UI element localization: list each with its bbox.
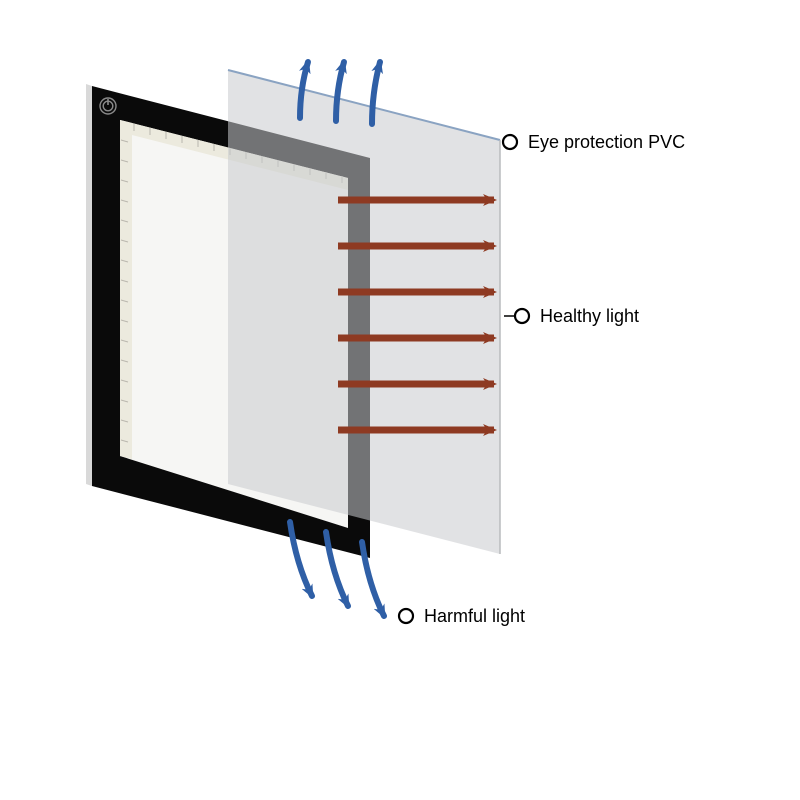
bullet-icon (399, 609, 413, 623)
label-eye-protection: Eye protection PVC (528, 132, 685, 152)
bullet-icon (515, 309, 529, 323)
label-healthy-light: Healthy light (540, 306, 639, 326)
tablet-ruler-left (120, 120, 132, 459)
diagram-canvas: Eye protection PVC Healthy light Harmful… (0, 0, 800, 800)
tablet-back-edge (86, 84, 92, 486)
bullet-icon (503, 135, 517, 149)
label-harmful-light: Harmful light (424, 606, 525, 626)
arrow-down-icon (362, 542, 384, 616)
pvc-panel (228, 70, 500, 554)
